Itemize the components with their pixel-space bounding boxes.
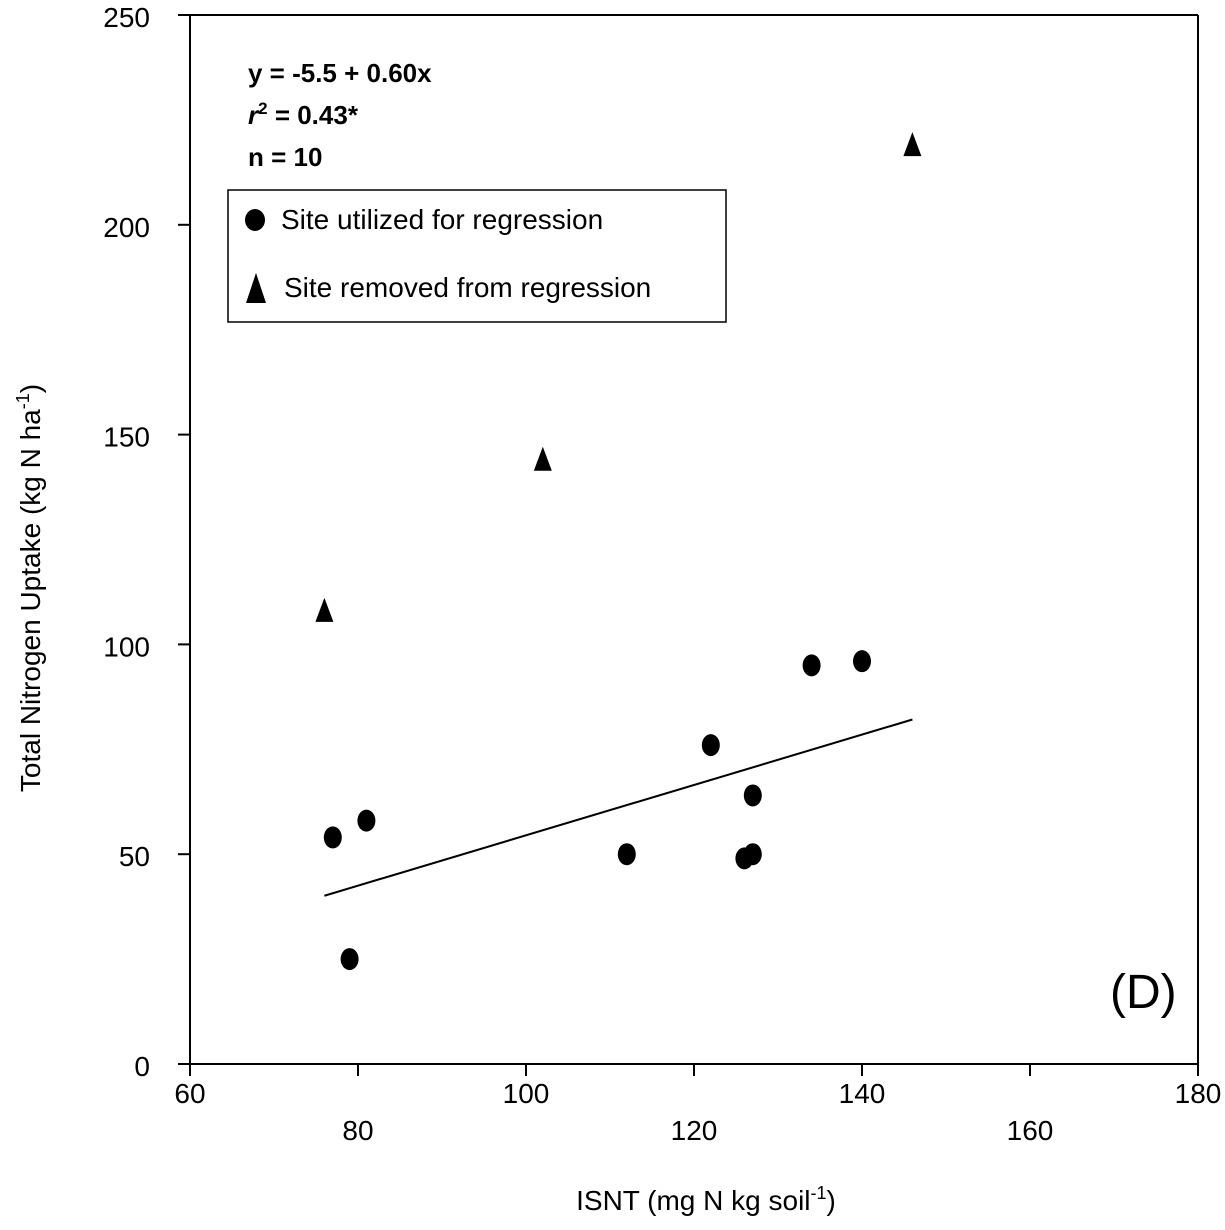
legend-label-utilized: Site utilized for regression: [281, 204, 603, 235]
data-point-circle: [853, 650, 871, 673]
x-tick-label: 120: [671, 1115, 718, 1146]
y-tick-label: 0: [134, 1051, 150, 1082]
data-point-circle: [323, 826, 342, 849]
legend-circle-marker: [245, 209, 265, 231]
y-axis-title: Total Nitrogen Uptake (kg N ha-1): [13, 384, 46, 792]
x-tick-label: 80: [342, 1115, 373, 1146]
regression-line-group: [324, 718, 913, 897]
regression-line: [324, 718, 913, 897]
r-squared-label: r2 = 0.43*: [248, 99, 359, 130]
data-points: [315, 132, 922, 971]
y-tick-label: 50: [119, 841, 150, 872]
n-label: n = 10: [248, 142, 322, 172]
x-tick-label: 100: [503, 1078, 550, 1109]
equation-label: y = -5.5 + 0.60x: [248, 58, 432, 88]
legend-label-removed: Site removed from regression: [284, 272, 651, 303]
y-tick-label: 250: [103, 2, 150, 33]
y-tick-label: 200: [103, 212, 150, 243]
data-point-circle: [617, 843, 636, 866]
x-tick-label: 60: [174, 1078, 205, 1109]
x-tick-label: 160: [1007, 1115, 1054, 1146]
x-tick-label: 180: [1175, 1078, 1222, 1109]
legend-box: [227, 189, 727, 323]
data-point-triangle: [315, 597, 334, 622]
data-point-circle: [743, 843, 762, 866]
data-point-circle: [357, 809, 376, 832]
axes: [189, 14, 1199, 1065]
data-point-circle: [701, 734, 720, 757]
x-axis-ticks: 60 80 100 120 140 160 180: [174, 1064, 1221, 1146]
y-axis-ticks: 0 50 100 150 200 250: [103, 2, 190, 1082]
y-tick-label: 100: [103, 631, 150, 662]
x-tick-label: 140: [839, 1078, 886, 1109]
data-point-circle: [802, 654, 821, 677]
data-point-triangle: [533, 446, 552, 471]
y-tick-label: 150: [103, 422, 150, 453]
legend: Site utilized for regression Site remove…: [227, 189, 727, 323]
x-axis-title: ISNT (mg N kg soil-1): [576, 1183, 836, 1216]
data-point-triangle: [903, 132, 922, 157]
panel-label: (D): [1110, 966, 1177, 1019]
legend-triangle-marker: [246, 273, 266, 303]
data-point-circle: [743, 784, 762, 807]
data-point-circle: [340, 948, 359, 971]
